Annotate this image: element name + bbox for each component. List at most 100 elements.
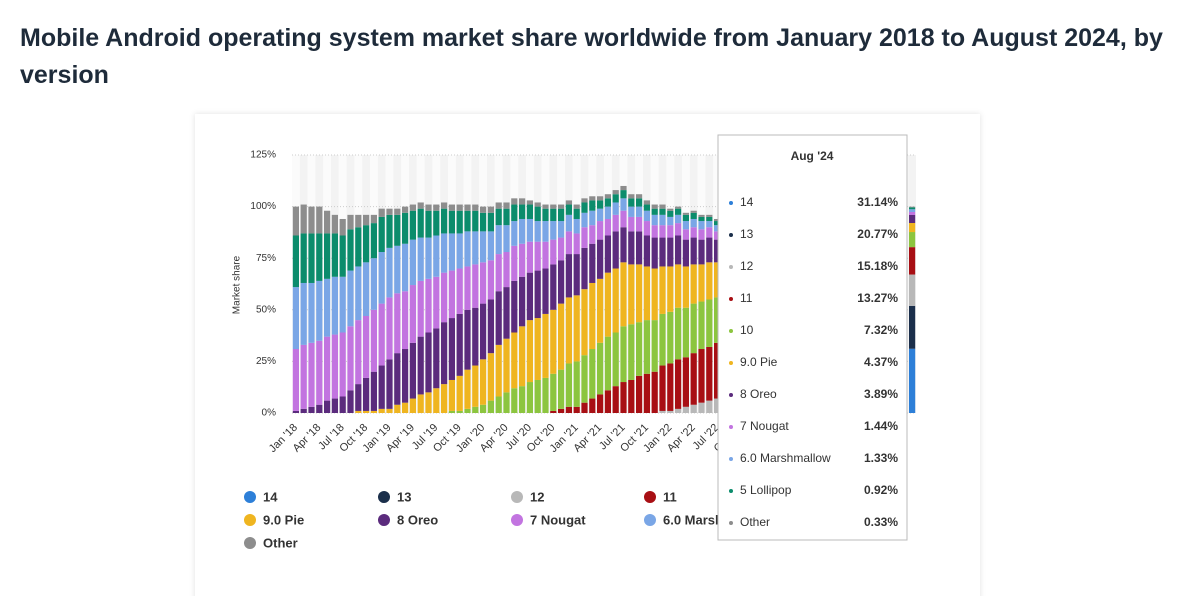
bar-segment bbox=[542, 204, 549, 209]
legend-marker bbox=[644, 491, 656, 503]
bar-segment bbox=[706, 346, 713, 401]
bar-segment bbox=[456, 375, 463, 411]
bar-segment bbox=[550, 204, 557, 209]
bar-segment bbox=[667, 225, 674, 238]
legend-label: 13 bbox=[397, 489, 411, 504]
bar-segment bbox=[643, 200, 650, 205]
bar-segment bbox=[909, 348, 916, 413]
bar-segment bbox=[487, 206, 494, 213]
bar-segment bbox=[534, 379, 541, 413]
bar-segment bbox=[682, 266, 689, 308]
bar-segment bbox=[316, 404, 323, 413]
bar-segment bbox=[589, 349, 596, 399]
bar-segment bbox=[542, 208, 549, 222]
bar-segment bbox=[628, 194, 635, 199]
legend-label: 14 bbox=[263, 489, 278, 504]
bar-segment bbox=[511, 204, 518, 222]
bar-segment bbox=[503, 202, 510, 209]
bar-segment bbox=[542, 268, 549, 314]
bar-segment bbox=[464, 231, 471, 267]
tooltip-name: 6.0 Marshmallow bbox=[740, 451, 831, 465]
bar-segment bbox=[558, 260, 565, 304]
bar-segment bbox=[519, 198, 526, 205]
bar-segment bbox=[659, 237, 666, 267]
bar-segment bbox=[581, 355, 588, 403]
bar-segment bbox=[534, 221, 541, 242]
bar-segment bbox=[550, 239, 557, 265]
bar-segment bbox=[417, 208, 424, 238]
bar-segment bbox=[324, 233, 331, 279]
tooltip-value: 0.92% bbox=[864, 483, 898, 497]
bar-segment bbox=[480, 262, 487, 304]
bar-segment bbox=[651, 237, 658, 269]
bar-segment bbox=[370, 258, 377, 310]
bar-segment bbox=[324, 278, 331, 337]
bar-segment bbox=[324, 400, 331, 413]
bar-segment bbox=[604, 194, 611, 199]
legend-marker bbox=[244, 514, 256, 526]
bar-segment bbox=[378, 208, 385, 217]
bar-segment bbox=[386, 208, 393, 215]
bar-segment bbox=[386, 408, 393, 413]
bar-segment bbox=[472, 406, 479, 413]
bar-segment bbox=[339, 396, 346, 413]
bar-segment bbox=[706, 262, 713, 300]
bar-segment bbox=[370, 223, 377, 259]
bar-segment bbox=[643, 320, 650, 374]
bar-segment bbox=[300, 204, 307, 234]
bar-segment bbox=[620, 210, 627, 228]
bar-segment bbox=[909, 214, 916, 224]
bar-segment bbox=[558, 369, 565, 409]
legend-label: Other bbox=[263, 535, 298, 550]
bar-segment bbox=[597, 196, 604, 201]
tooltip-name: 13 bbox=[740, 227, 754, 241]
bar-segment bbox=[558, 408, 565, 413]
bar-segment bbox=[597, 342, 604, 395]
bar-segment bbox=[378, 303, 385, 366]
bar-segment bbox=[456, 233, 463, 269]
bar-segment bbox=[472, 264, 479, 308]
bar-segment bbox=[394, 245, 401, 294]
tooltip-title: Aug '24 bbox=[791, 149, 834, 163]
bar-segment bbox=[542, 377, 549, 413]
bar-segment bbox=[675, 206, 682, 209]
bar-segment bbox=[909, 247, 916, 275]
bar-segment bbox=[643, 235, 650, 267]
bar-segment bbox=[464, 210, 471, 232]
bar-segment bbox=[495, 344, 502, 397]
bar-segment bbox=[292, 410, 299, 413]
bar-segment bbox=[331, 214, 338, 234]
bar-segment bbox=[402, 349, 409, 403]
bar-segment bbox=[690, 227, 697, 238]
bar-segment bbox=[324, 336, 331, 401]
legend-marker bbox=[644, 514, 656, 526]
bar-segment bbox=[534, 270, 541, 319]
legend-marker bbox=[244, 491, 256, 503]
bar-segment bbox=[441, 202, 448, 209]
bar-segment bbox=[909, 209, 916, 213]
bar-segment bbox=[480, 231, 487, 263]
tooltip-name: 8 Oreo bbox=[740, 387, 777, 401]
tooltip-marker bbox=[729, 361, 733, 365]
bar-segment bbox=[292, 206, 299, 236]
bar-segment bbox=[339, 332, 346, 397]
bar-segment bbox=[698, 229, 705, 240]
bar-segment bbox=[651, 320, 658, 372]
bar-segment bbox=[542, 313, 549, 378]
bar-segment bbox=[597, 394, 604, 413]
bar-segment bbox=[386, 247, 393, 298]
bar-segment bbox=[441, 272, 448, 323]
bar-segment bbox=[565, 214, 572, 232]
bar-segment bbox=[363, 377, 370, 411]
bar-segment bbox=[698, 214, 705, 217]
bar-segment bbox=[331, 398, 338, 413]
bar-segment bbox=[394, 293, 401, 354]
bar-segment bbox=[636, 322, 643, 376]
bar-segment bbox=[495, 225, 502, 255]
bar-segment bbox=[597, 200, 604, 209]
bar-segment bbox=[487, 353, 494, 401]
bar-segment bbox=[519, 386, 526, 413]
bar-segment bbox=[675, 208, 682, 215]
bar-segment bbox=[620, 262, 627, 327]
